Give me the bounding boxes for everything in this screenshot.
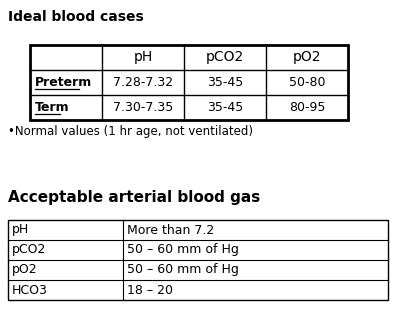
Text: pO2: pO2 — [293, 51, 321, 65]
Text: 80-95: 80-95 — [289, 101, 325, 114]
Text: pH: pH — [12, 224, 29, 237]
Text: Term: Term — [35, 101, 70, 114]
Text: 7.30-7.35: 7.30-7.35 — [113, 101, 173, 114]
Text: 50 – 60 mm of Hg: 50 – 60 mm of Hg — [127, 244, 239, 257]
Text: Acceptable arterial blood gas: Acceptable arterial blood gas — [8, 190, 260, 205]
Text: 50-80: 50-80 — [289, 76, 325, 89]
Text: pCO2: pCO2 — [206, 51, 244, 65]
Text: pO2: pO2 — [12, 264, 38, 276]
Text: 35-45: 35-45 — [207, 76, 243, 89]
Text: HCO3: HCO3 — [12, 284, 48, 296]
Text: 50 – 60 mm of Hg: 50 – 60 mm of Hg — [127, 264, 239, 276]
Bar — [30, 45, 348, 120]
Text: 7.28-7.32: 7.28-7.32 — [113, 76, 173, 89]
Text: pH: pH — [133, 51, 153, 65]
Text: More than 7.2: More than 7.2 — [127, 224, 214, 237]
Text: Ideal blood cases: Ideal blood cases — [8, 10, 144, 24]
Bar — [8, 220, 388, 300]
Text: •Normal values (1 hr age, not ventilated): •Normal values (1 hr age, not ventilated… — [8, 125, 253, 138]
Text: 35-45: 35-45 — [207, 101, 243, 114]
Text: 18 – 20: 18 – 20 — [127, 284, 173, 296]
Text: Preterm: Preterm — [35, 76, 92, 89]
Text: pCO2: pCO2 — [12, 244, 47, 257]
